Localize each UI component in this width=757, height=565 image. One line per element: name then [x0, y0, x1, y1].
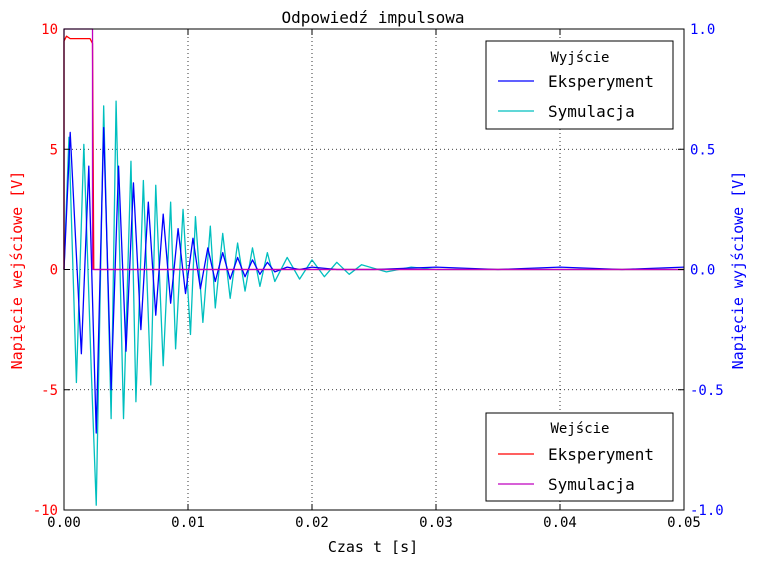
y-left-tick-label: -10 [33, 503, 58, 519]
y-axis-left-label: Napięcie wejściowe [V] [8, 171, 26, 370]
y-right-tick-label: 0.5 [690, 142, 715, 158]
y-axis-right-label: Napięcie wyjściowe [V] [729, 171, 747, 370]
x-axis-label: Czas t [s] [328, 538, 418, 556]
series-line-output-experiment [63, 126, 685, 434]
x-tick-label: 0.04 [543, 515, 577, 531]
legend-input-label-experiment: Eksperyment [548, 445, 654, 464]
legend-input: Wejście Eksperyment Symulacja [485, 412, 674, 502]
legend-input-box [485, 412, 674, 502]
legend-input-title: Wejście [550, 421, 609, 437]
chart-title: Odpowiedź impulsowa [281, 8, 464, 27]
y-right-tick-label: 1.0 [690, 22, 715, 38]
ticks: 0.00 0.01 0.02 0.03 0.04 0.05 10 5 0 -5 -10 1.0 0.5 0… [33, 22, 724, 531]
x-tick-label: 0.00 [47, 515, 81, 531]
legend-output-box [485, 40, 674, 130]
y-right-tick-label: 0.0 [690, 263, 715, 279]
y-right-tick-label: -1.0 [690, 503, 724, 519]
legend-output-label-experiment: Eksperyment [548, 72, 654, 91]
y-left-tick-label: 0 [50, 263, 58, 279]
y-left-tick-label: 10 [41, 22, 58, 38]
x-tick-label: 0.05 [667, 515, 701, 531]
y-right-tick-label: -0.5 [690, 383, 724, 399]
x-tick-label: 0.01 [171, 515, 205, 531]
x-tick-label: 0.02 [295, 515, 329, 531]
y-left-tick-label: -5 [41, 383, 58, 399]
y-left-tick-label: 5 [50, 142, 58, 158]
x-tick-label: 0.03 [419, 515, 453, 531]
legend-output-label-simulation: Symulacja [548, 102, 635, 121]
legend-output-title: Wyjście [550, 50, 609, 66]
legend-input-label-simulation: Symulacja [548, 475, 635, 494]
legend-output: Wyjście Eksperyment Symulacja [485, 40, 674, 130]
